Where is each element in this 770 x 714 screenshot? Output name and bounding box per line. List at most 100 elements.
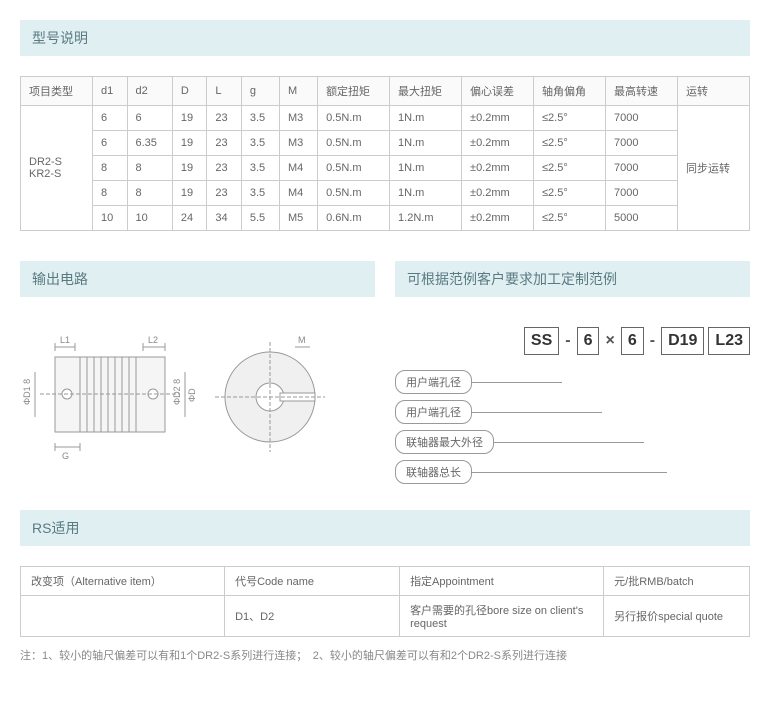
td: ≤2.5° bbox=[534, 106, 606, 131]
td: 3.5 bbox=[241, 156, 279, 181]
td: 34 bbox=[207, 206, 242, 231]
label-user-bore-2: 用户端孔径 bbox=[395, 400, 472, 424]
td: 另行报价special quote bbox=[604, 596, 750, 637]
td: 8 bbox=[127, 156, 172, 181]
td: 0.5N.m bbox=[318, 156, 390, 181]
th: 最大扭矩 bbox=[390, 77, 462, 106]
td: 19 bbox=[172, 106, 207, 131]
td: M4 bbox=[279, 156, 317, 181]
th: 最高转速 bbox=[606, 77, 678, 106]
th: d2 bbox=[127, 77, 172, 106]
code-sep: - bbox=[648, 332, 657, 350]
label-max-od: 联轴器最大外径 bbox=[395, 430, 494, 454]
td: 0.5N.m bbox=[318, 181, 390, 206]
coupling-front-diagram: M bbox=[210, 327, 330, 467]
td: 10 bbox=[127, 206, 172, 231]
td: 0.6N.m bbox=[318, 206, 390, 231]
svg-text:ΦD2 8: ΦD2 8 bbox=[172, 379, 182, 405]
code-sep: × bbox=[603, 332, 616, 350]
th: d1 bbox=[92, 77, 127, 106]
td: 1N.m bbox=[390, 181, 462, 206]
table-row: 101024345.5M50.6N.m1.2N.m±0.2mm≤2.5°5000 bbox=[21, 206, 750, 231]
td: M5 bbox=[279, 206, 317, 231]
th: 额定扭矩 bbox=[318, 77, 390, 106]
td: 7000 bbox=[606, 181, 678, 206]
td-operation: 同步运转 bbox=[677, 106, 749, 231]
code-part-D: D19 bbox=[661, 327, 704, 355]
svg-text:ΦD: ΦD bbox=[187, 388, 197, 402]
section-title-output: 输出电路 bbox=[20, 261, 375, 297]
th: M bbox=[279, 77, 317, 106]
th: D bbox=[172, 77, 207, 106]
td: 23 bbox=[207, 106, 242, 131]
td: 23 bbox=[207, 131, 242, 156]
td: M4 bbox=[279, 181, 317, 206]
td: 1N.m bbox=[390, 131, 462, 156]
td: 1.2N.m bbox=[390, 206, 462, 231]
td: ≤2.5° bbox=[534, 206, 606, 231]
th: 偏心误差 bbox=[462, 77, 534, 106]
code-boxes: SS - 6 × 6 - D19 L23 bbox=[395, 327, 750, 355]
svg-text:G: G bbox=[62, 451, 69, 461]
table-row: DR2-S KR2-S6619233.5M30.5N.m1N.m±0.2mm≤2… bbox=[21, 106, 750, 131]
td: 8 bbox=[127, 181, 172, 206]
td: 1N.m bbox=[390, 156, 462, 181]
table-row: 8819233.5M40.5N.m1N.m±0.2mm≤2.5°7000 bbox=[21, 156, 750, 181]
th: 项目类型 bbox=[21, 77, 93, 106]
td: ±0.2mm bbox=[462, 106, 534, 131]
th: 元/批RMB/batch bbox=[604, 567, 750, 596]
td: 19 bbox=[172, 156, 207, 181]
td: ±0.2mm bbox=[462, 131, 534, 156]
label-user-bore-1: 用户端孔径 bbox=[395, 370, 472, 394]
table-row: 8819233.5M40.5N.m1N.m±0.2mm≤2.5°7000 bbox=[21, 181, 750, 206]
section-title-rs: RS适用 bbox=[20, 510, 750, 546]
code-area: SS - 6 × 6 - D19 L23 用户端孔径 用户端孔径 联轴器最大外径 bbox=[395, 317, 750, 500]
section-title-model: 型号说明 bbox=[20, 20, 750, 56]
rs-table: 改变项（Alternative item） 代号Code name 指定Appo… bbox=[20, 566, 750, 637]
th: g bbox=[241, 77, 279, 106]
th: 轴角偏角 bbox=[534, 77, 606, 106]
td: 8 bbox=[92, 181, 127, 206]
th: 运转 bbox=[677, 77, 749, 106]
td: 10 bbox=[92, 206, 127, 231]
td: 6 bbox=[92, 106, 127, 131]
rs-data-row: D1、D2 客户需要的孔径bore size on client's reque… bbox=[21, 596, 750, 637]
td: 8 bbox=[92, 156, 127, 181]
th: 指定Appointment bbox=[400, 567, 604, 596]
td: 23 bbox=[207, 156, 242, 181]
spec-table: 项目类型 d1 d2 D L g M 额定扭矩 最大扭矩 偏心误差 轴角偏角 最… bbox=[20, 76, 750, 231]
td: 7000 bbox=[606, 156, 678, 181]
td: 3.5 bbox=[241, 181, 279, 206]
td: M3 bbox=[279, 106, 317, 131]
section-title-custom: 可根据范例客户要求加工定制范例 bbox=[395, 261, 750, 297]
label-total-length: 联轴器总长 bbox=[395, 460, 472, 484]
td: 24 bbox=[172, 206, 207, 231]
output-circuit-panel: 输出电路 bbox=[20, 251, 375, 500]
code-part-L: L23 bbox=[708, 327, 750, 355]
label-row: 联轴器最大外径 bbox=[395, 430, 750, 454]
td: 6.35 bbox=[127, 131, 172, 156]
footnote: 注：1、较小的轴尺偏差可以有和1个DR2-S系列进行连接； 2、较小的轴尺偏差可… bbox=[20, 647, 750, 663]
td: 3.5 bbox=[241, 106, 279, 131]
td: 5000 bbox=[606, 206, 678, 231]
td: ≤2.5° bbox=[534, 131, 606, 156]
th: L bbox=[207, 77, 242, 106]
td: 7000 bbox=[606, 106, 678, 131]
label-row: 联轴器总长 bbox=[395, 460, 750, 484]
spec-header-row: 项目类型 d1 d2 D L g M 额定扭矩 最大扭矩 偏心误差 轴角偏角 最… bbox=[21, 77, 750, 106]
svg-text:ΦD1 8: ΦD1 8 bbox=[22, 379, 32, 405]
code-part-d1: 6 bbox=[577, 327, 600, 355]
code-part-ss: SS bbox=[524, 327, 559, 355]
td: ≤2.5° bbox=[534, 156, 606, 181]
custom-example-panel: 可根据范例客户要求加工定制范例 SS - 6 × 6 - D19 L23 用户端… bbox=[395, 251, 750, 500]
svg-text:L1: L1 bbox=[60, 335, 70, 345]
td bbox=[21, 596, 225, 637]
diagram-area: L1 L2 G ΦD1 8 ΦD2 8 ΦD M bbox=[20, 317, 375, 477]
coupling-side-diagram: L1 L2 G ΦD1 8 ΦD2 8 ΦD bbox=[20, 327, 200, 467]
svg-text:L2: L2 bbox=[148, 335, 158, 345]
td: 19 bbox=[172, 131, 207, 156]
code-part-d2: 6 bbox=[621, 327, 644, 355]
rs-header-row: 改变项（Alternative item） 代号Code name 指定Appo… bbox=[21, 567, 750, 596]
td: 6 bbox=[92, 131, 127, 156]
td-type: DR2-S KR2-S bbox=[21, 106, 93, 231]
